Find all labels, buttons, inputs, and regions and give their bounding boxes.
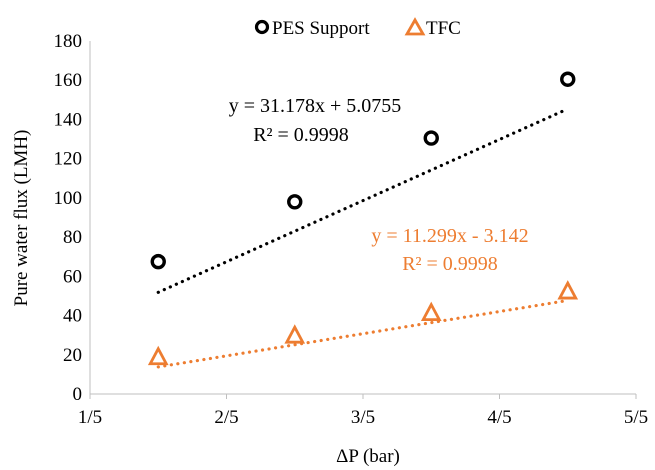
y-tick-label: 120 xyxy=(54,149,83,170)
y-tick-label: 100 xyxy=(54,188,83,209)
y-tick-label: 60 xyxy=(63,266,82,287)
x-tick-label: 5/5 xyxy=(624,407,648,428)
data-point-pes-support xyxy=(150,253,166,270)
x-tick-label: 1/5 xyxy=(78,407,102,428)
y-tick-label: 20 xyxy=(63,345,82,366)
data-point-pes-support xyxy=(560,71,576,87)
x-axis-label: ΔP (bar) xyxy=(336,446,400,467)
data-point-tfc xyxy=(420,301,442,322)
y-tick-label: 80 xyxy=(63,227,82,248)
y-tick-label: 40 xyxy=(63,306,82,327)
equations: y = 31.178x + 5.0755 R² = 0.9998 y = 11.… xyxy=(229,95,529,275)
axes xyxy=(89,41,637,399)
y-tick-label: 0 xyxy=(73,384,83,405)
data-point-tfc xyxy=(284,324,306,344)
x-tick-label: 2/5 xyxy=(214,407,238,428)
trendlines xyxy=(156,107,570,369)
y-tick-label: 180 xyxy=(54,31,83,52)
x-tick-label: 3/5 xyxy=(351,407,375,428)
r2-tfc: R² = 0.9998 xyxy=(402,253,498,275)
x-tick-label: 4/5 xyxy=(487,407,511,428)
data-point-pes-support xyxy=(287,194,303,210)
legend-label-pes-support: PES Support xyxy=(272,18,370,39)
y-axis-label: Pure water flux (LMH) xyxy=(11,130,32,307)
trendline-pes-support xyxy=(156,107,570,294)
y-tick-labels: 0 20 40 60 80 100 120 140 160 180 xyxy=(54,31,83,405)
equation-pes-support: y = 31.178x + 5.0755 xyxy=(229,95,402,117)
data-point-tfc xyxy=(147,345,169,366)
data-point-tfc xyxy=(557,280,579,300)
trendline-tfc xyxy=(156,298,570,369)
data-points xyxy=(147,71,579,366)
y-tick-label: 140 xyxy=(54,109,83,130)
r2-pes-support: R² = 0.9998 xyxy=(253,124,349,146)
legend-label-tfc: TFC xyxy=(426,18,461,39)
y-tick-label: 160 xyxy=(54,70,83,91)
x-tick-labels: 1/5 2/5 3/5 4/5 5/5 xyxy=(78,407,648,428)
equation-tfc: y = 11.299x - 3.142 xyxy=(371,225,528,247)
legend: PES Support TFC xyxy=(254,17,461,39)
data-point-pes-support xyxy=(423,130,439,146)
legend-marker-pes-support xyxy=(254,19,270,35)
legend-marker-tfc xyxy=(404,17,426,36)
